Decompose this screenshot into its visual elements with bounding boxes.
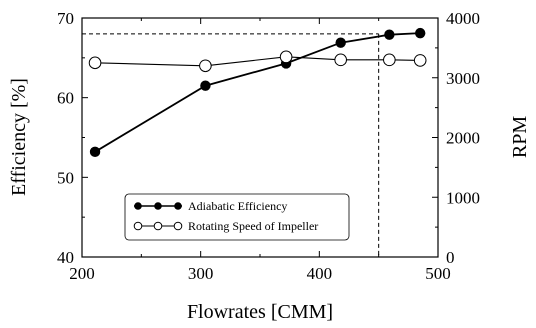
y-right-tick-label: 1000 <box>446 188 480 207</box>
legend-filled-circle-marker <box>174 202 182 210</box>
legend-label-rotating-speed: Rotating Speed of Impeller <box>188 219 318 233</box>
legend-filled-circle-marker <box>134 202 142 210</box>
y-left-tick-label: 50 <box>57 168 74 187</box>
legend-entry-adiabatic-efficiency: Adiabatic Efficiency <box>134 199 287 213</box>
data-point-adiabatic-efficiency <box>384 29 395 40</box>
legend-open-circle-marker <box>133 221 143 231</box>
y-right-axis-title: RPM <box>509 116 531 158</box>
y-left-axis-title: Efficiency [%] <box>8 78 30 196</box>
legend-filled-circle-marker <box>154 202 162 210</box>
reference-lines <box>82 33 380 257</box>
data-point-adiabatic-efficiency <box>335 37 346 48</box>
legend-entry-rotating-speed: Rotating Speed of Impeller <box>133 219 318 233</box>
series-line-rotating-speed-of-impeller <box>95 56 421 67</box>
y-left-tick-label: 70 <box>57 9 74 28</box>
data-point-adiabatic-efficiency <box>200 80 211 91</box>
data-point-rotating-speed-of-impeller <box>199 59 212 73</box>
x-tick-label: 200 <box>69 264 95 283</box>
legend-label-adiabatic-efficiency: Adiabatic Efficiency <box>188 199 287 213</box>
y-right-tick-label: 3000 <box>446 69 480 88</box>
legend: Adiabatic Efficiency Rotating Speed of I… <box>124 193 350 241</box>
x-tick-label: 500 <box>425 264 451 283</box>
tick-marks <box>81 17 439 258</box>
data-point-rotating-speed-of-impeller <box>383 53 396 67</box>
data-point-adiabatic-efficiency <box>415 27 426 39</box>
data-point-rotating-speed-of-impeller <box>279 50 293 64</box>
data-point-rotating-speed-of-impeller <box>88 56 102 70</box>
series-layer <box>88 27 427 158</box>
data-point-adiabatic-efficiency <box>89 146 101 158</box>
x-tick-label: 400 <box>307 264 333 283</box>
y-left-tick-label: 40 <box>57 248 74 267</box>
data-point-rotating-speed-of-impeller <box>334 53 347 67</box>
x-axis-title: Flowrates [CMM] <box>187 301 333 323</box>
legend-open-circle-marker <box>153 221 163 231</box>
x-tick-label: 300 <box>188 264 214 283</box>
y-right-tick-label: 4000 <box>446 9 480 28</box>
y-right-tick-label: 2000 <box>446 129 480 148</box>
y-left-tick-label: 60 <box>57 89 74 108</box>
legend-open-circle-marker <box>173 221 183 231</box>
y-right-tick-label: 0 <box>446 248 455 267</box>
data-point-rotating-speed-of-impeller <box>413 54 427 67</box>
tick-labels: 200 300 400 500 40 50 60 70 0 1000 2000 3000 4000 <box>57 9 480 283</box>
series-line-adiabatic-efficiency <box>94 32 421 153</box>
